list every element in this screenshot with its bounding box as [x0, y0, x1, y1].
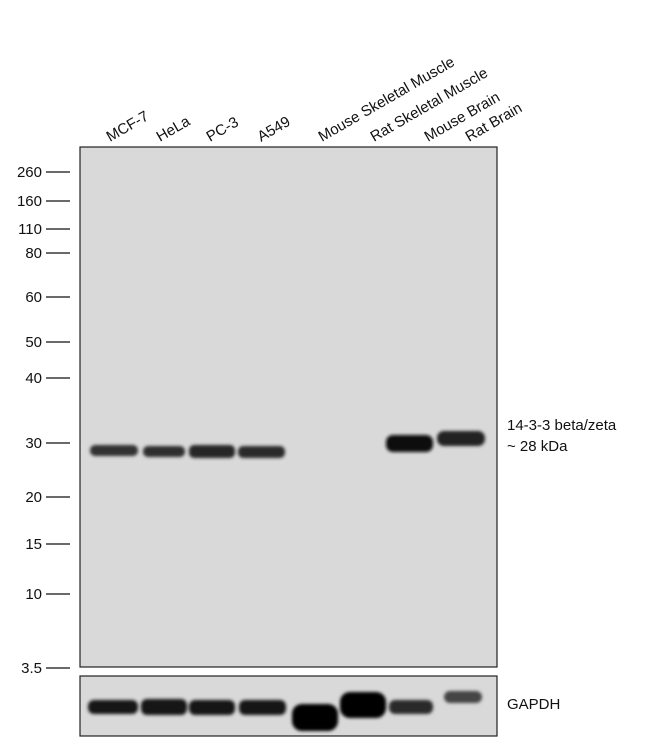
target-name: 14-3-3 beta/zeta: [507, 417, 617, 434]
marker-label: 50: [25, 334, 42, 351]
marker-label: 10: [25, 586, 42, 603]
lane-label: PC-3: [204, 114, 242, 146]
bands: [90, 431, 485, 458]
marker-label: 40: [25, 370, 42, 387]
band: [389, 700, 433, 714]
band: [88, 700, 138, 714]
band: [189, 700, 235, 715]
lane-label: HeLa: [154, 112, 194, 145]
marker-label: 15: [25, 536, 42, 553]
band: [90, 445, 138, 456]
marker-label: 3.5: [21, 660, 42, 677]
band: [238, 446, 285, 458]
gapdh-bands: [88, 691, 482, 731]
marker-label: 20: [25, 489, 42, 506]
marker-label: 160: [17, 193, 42, 210]
band: [143, 446, 185, 457]
band: [141, 699, 187, 715]
band: [340, 692, 386, 718]
marker-label: 110: [18, 221, 42, 238]
marker-label: 80: [25, 245, 42, 262]
lane-label: MCF-7: [104, 108, 152, 146]
marker-label: 60: [25, 289, 42, 306]
band: [189, 445, 235, 458]
lane-label: A549: [255, 113, 294, 145]
band: [239, 700, 286, 715]
band: [386, 435, 433, 452]
band: [437, 431, 485, 446]
lane-labels: MCF-7 HeLa PC-3 A549 Mouse Skeletal MuscleRa…: [104, 54, 526, 146]
band: [444, 691, 482, 703]
marker-ladder: 260 160 110 80 60 50 40 30 20 15 10 3.5: [17, 164, 70, 677]
target-size: ~ 28 kDa: [507, 438, 568, 455]
membrane: [79, 146, 498, 668]
marker-label: 260: [17, 164, 42, 181]
marker-label: 30: [25, 435, 42, 452]
loading-control-label: GAPDH: [507, 696, 560, 713]
band: [292, 704, 338, 731]
